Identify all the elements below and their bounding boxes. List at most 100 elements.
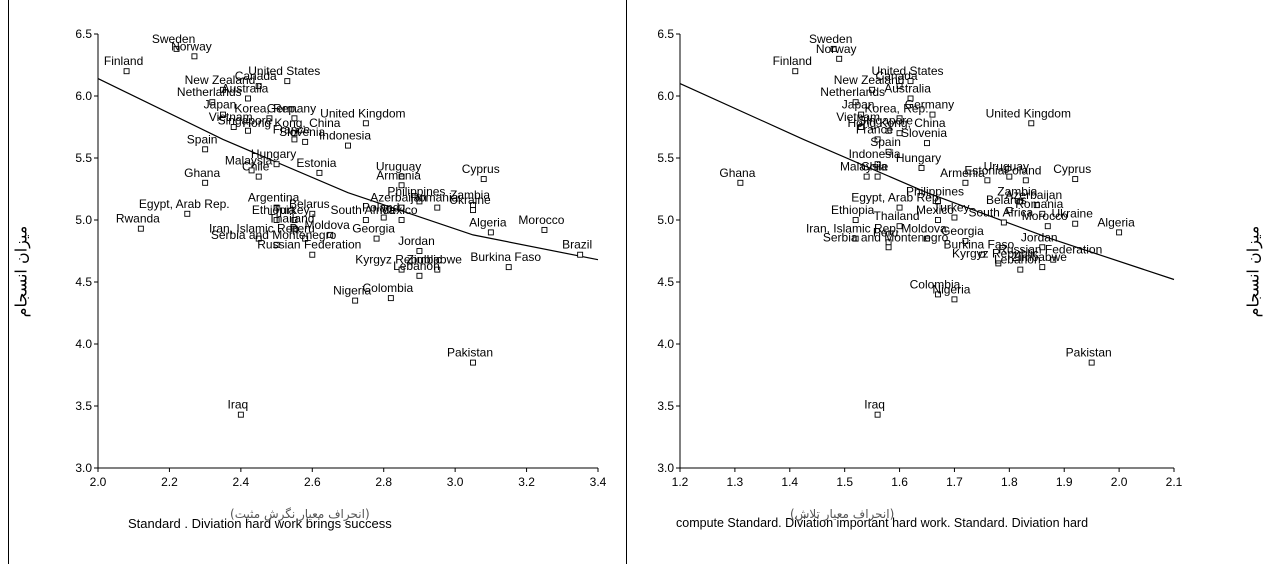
data-label: United Kingdom bbox=[320, 106, 405, 120]
x-axis-label-right: compute Standard. Diviation important ha… bbox=[676, 516, 1089, 530]
data-point bbox=[1028, 120, 1035, 127]
data-label: South Africa bbox=[330, 203, 395, 217]
y-tick-label: 4.5 bbox=[75, 275, 92, 289]
x-axis-label-right-overlay: (انحراف معیار تلاش) bbox=[790, 507, 895, 521]
data-label: New Zealand bbox=[834, 73, 905, 87]
data-point bbox=[255, 235, 262, 242]
data-point bbox=[302, 235, 309, 242]
data-point bbox=[302, 138, 309, 145]
data-label: Iraq bbox=[864, 398, 885, 412]
x-axis-label-left: Standard . Diviation hard work brings su… bbox=[128, 516, 392, 531]
data-point bbox=[874, 173, 881, 180]
data-point bbox=[830, 45, 837, 52]
data-point bbox=[245, 127, 251, 134]
data-point bbox=[896, 115, 903, 122]
data-point bbox=[416, 272, 423, 279]
data-label: Hungary bbox=[251, 147, 296, 161]
data-point bbox=[237, 411, 244, 418]
data-label: Hong Kong, China bbox=[242, 116, 340, 130]
data-point bbox=[907, 78, 914, 85]
data-point bbox=[885, 148, 892, 155]
data-label: Poland bbox=[362, 201, 399, 215]
data-point bbox=[1006, 207, 1013, 214]
y-axis-label-right: میزان انسجام bbox=[1243, 225, 1263, 318]
data-point bbox=[984, 177, 991, 184]
data-point bbox=[173, 45, 180, 52]
data-label: Hong Kong, China bbox=[848, 116, 946, 130]
data-point bbox=[273, 241, 280, 248]
data-point bbox=[1039, 210, 1046, 217]
y-tick-label: 3.0 bbox=[657, 461, 674, 475]
data-label: Finland bbox=[104, 54, 143, 68]
data-point bbox=[924, 235, 930, 242]
y-axis-label-left: میزان انسجام bbox=[11, 225, 31, 318]
data-point bbox=[1017, 266, 1024, 273]
data-label: Australia bbox=[222, 81, 269, 95]
data-label: Georgia bbox=[941, 224, 984, 238]
data-label: Azerbaijan bbox=[1005, 188, 1062, 202]
data-point bbox=[373, 235, 380, 242]
data-point bbox=[352, 297, 359, 304]
data-label: Nigeria bbox=[932, 282, 970, 296]
data-point bbox=[309, 251, 316, 258]
data-label: Burkina Faso bbox=[944, 238, 1015, 252]
data-point bbox=[1050, 256, 1057, 263]
data-point bbox=[1044, 223, 1051, 230]
data-label: Peru bbox=[289, 222, 314, 236]
data-label: Singapore bbox=[858, 114, 913, 128]
data-point bbox=[1088, 359, 1095, 366]
data-point bbox=[863, 173, 870, 180]
data-label: Australia bbox=[884, 81, 931, 95]
data-label: Thailand bbox=[268, 212, 314, 226]
data-label: Indonesia bbox=[319, 129, 371, 143]
x-tick-label: 1.5 bbox=[836, 475, 853, 489]
data-label: Cyprus bbox=[1053, 162, 1091, 176]
data-point bbox=[896, 130, 903, 137]
data-label: Jordan bbox=[398, 234, 435, 248]
y-tick-label: 4.0 bbox=[657, 337, 674, 351]
data-label: Netherlands bbox=[177, 85, 242, 99]
y-tick-label: 6.0 bbox=[75, 89, 92, 103]
data-point bbox=[505, 264, 512, 271]
data-point bbox=[896, 83, 903, 90]
y-tick-label: 5.5 bbox=[75, 151, 92, 165]
x-tick-label: 1.3 bbox=[727, 475, 744, 489]
y-tick-label: 4.5 bbox=[657, 275, 674, 289]
data-label: Japan bbox=[842, 98, 875, 112]
data-point bbox=[230, 124, 237, 130]
data-label: Uruguay bbox=[376, 160, 421, 174]
data-label: Singapore bbox=[218, 114, 273, 128]
data-label: Russian Federation bbox=[998, 243, 1102, 257]
data-label: Norway bbox=[171, 39, 212, 53]
data-label: Georgia bbox=[352, 222, 395, 236]
data-label: Pakistan bbox=[1066, 346, 1112, 360]
data-label: Algeria bbox=[1097, 215, 1135, 229]
data-label: Malaysia bbox=[225, 153, 273, 167]
data-point bbox=[309, 210, 316, 217]
data-point bbox=[869, 86, 876, 93]
data-label: Ukraine bbox=[449, 193, 491, 207]
data-label: Philippines bbox=[906, 184, 964, 198]
data-point bbox=[291, 136, 298, 143]
data-label: Belarus bbox=[986, 193, 1027, 207]
data-label: Peru bbox=[873, 225, 898, 239]
x-axis-label-left-overlay: (انحراف معیار نگرش مثبت) bbox=[230, 507, 370, 521]
y-tick-label: 6.5 bbox=[75, 27, 92, 41]
data-label: Rwanda bbox=[116, 212, 160, 226]
data-label: Indonesia bbox=[849, 147, 901, 161]
data-point bbox=[220, 111, 226, 118]
data-label: Estonia bbox=[296, 156, 336, 170]
data-label: United Kingdom bbox=[986, 106, 1071, 120]
data-point bbox=[929, 111, 936, 118]
x-tick-label: 2.6 bbox=[304, 475, 321, 489]
data-label: Ukraine bbox=[1052, 207, 1094, 221]
data-label: Netherlands bbox=[820, 85, 885, 99]
y-tick-label: 6.5 bbox=[657, 27, 674, 41]
data-point bbox=[345, 142, 351, 149]
x-tick-label: 3.4 bbox=[590, 475, 607, 489]
data-point bbox=[470, 207, 476, 214]
data-label: Zambia bbox=[997, 184, 1037, 198]
data-label: Algeria bbox=[469, 215, 507, 229]
x-tick-label: 2.4 bbox=[233, 475, 250, 489]
data-point bbox=[291, 225, 298, 232]
